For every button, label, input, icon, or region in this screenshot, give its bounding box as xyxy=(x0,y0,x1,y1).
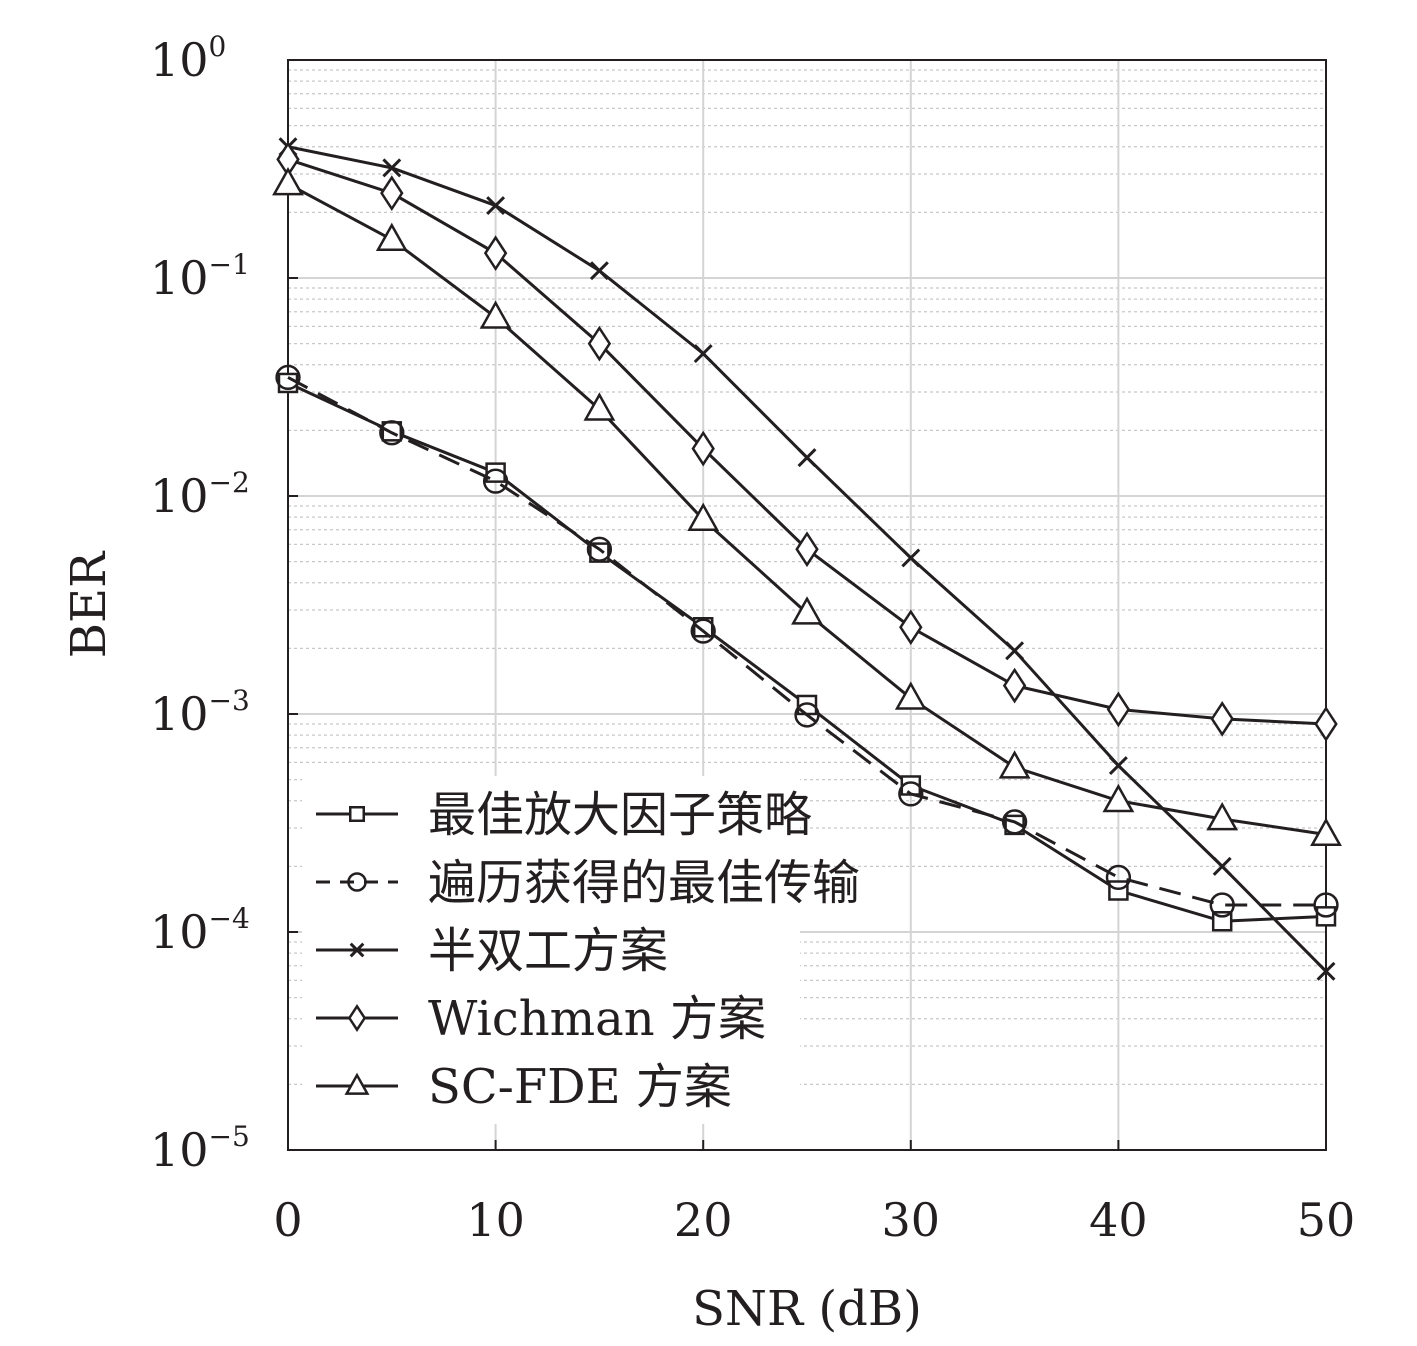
triangle-marker xyxy=(1310,817,1342,846)
legend-label: Wichman 方案 xyxy=(428,991,766,1047)
triangle-marker xyxy=(894,681,927,710)
triangle-marker xyxy=(272,167,304,196)
circle-marker xyxy=(379,420,405,446)
x-marker xyxy=(486,196,506,215)
x-tick-label: 40 xyxy=(1089,1193,1148,1247)
y-tick-label: 10−2 xyxy=(150,466,250,523)
x-marker xyxy=(1005,641,1025,661)
circle-marker xyxy=(482,468,509,494)
diamond-marker xyxy=(1106,691,1131,728)
legend-label: 最佳放大因子策略 xyxy=(428,787,812,843)
triangle-marker xyxy=(791,596,823,625)
legend-item: 半双工方案 xyxy=(316,923,668,979)
diamond-marker xyxy=(1210,700,1234,737)
legend-item: 遍历获得的最佳传输 xyxy=(316,855,860,911)
square-marker xyxy=(349,806,365,822)
diamond-marker xyxy=(1314,706,1338,742)
y-tick-label: 10−5 xyxy=(150,1120,250,1177)
triangle-marker xyxy=(375,222,408,252)
x-marker xyxy=(1212,856,1232,876)
series-4 xyxy=(276,141,1338,742)
x-marker xyxy=(901,548,921,568)
diamond-marker xyxy=(691,430,715,467)
triangle-marker xyxy=(1102,783,1135,813)
series-lines xyxy=(272,137,1342,981)
series-5 xyxy=(272,167,1342,846)
y-axis-label: BER xyxy=(61,550,117,658)
legend-label: 遍历获得的最佳传输 xyxy=(428,855,860,911)
x-tick-label: 0 xyxy=(273,1193,302,1247)
x-tick-label: 10 xyxy=(466,1193,525,1247)
legend-label: SC-FDE 方案 xyxy=(428,1059,732,1115)
triangle-marker xyxy=(479,300,512,329)
series-line xyxy=(287,376,1326,907)
circle-marker xyxy=(1313,892,1339,918)
circle-marker xyxy=(690,618,716,644)
triangle-marker xyxy=(344,1072,370,1095)
x-marker xyxy=(1316,961,1336,981)
triangle-marker xyxy=(583,392,616,421)
y-tick-label: 100 xyxy=(150,30,226,87)
x-tick-label: 20 xyxy=(674,1193,733,1247)
x-marker xyxy=(797,448,817,468)
diamond-marker xyxy=(483,235,508,272)
legend-item: 最佳放大因子策略 xyxy=(316,787,812,843)
x-marker xyxy=(589,261,609,281)
x-axis-ticks: 0 10 20 30 40 50 xyxy=(273,1140,1355,1247)
circle-marker xyxy=(794,702,820,728)
circle-marker xyxy=(1001,809,1028,835)
series-3 xyxy=(278,137,1336,981)
legend-item: Wichman 方案 xyxy=(316,991,766,1047)
legend-item: SC-FDE 方案 xyxy=(316,1059,732,1115)
diamond-marker xyxy=(380,175,404,212)
series-2 xyxy=(275,364,1339,918)
circle-marker xyxy=(1209,892,1235,918)
diamond-marker xyxy=(587,325,612,362)
x-marker xyxy=(382,158,402,178)
y-tick-label: 10−1 xyxy=(150,248,250,305)
diamond-marker xyxy=(1002,667,1027,704)
square-marker xyxy=(1108,880,1129,901)
legend-label: 半双工方案 xyxy=(428,923,668,979)
circle-marker xyxy=(898,781,924,807)
circle-marker xyxy=(347,872,367,892)
circle-marker xyxy=(275,364,301,391)
x-tick-label: 50 xyxy=(1297,1193,1356,1247)
diamond-marker xyxy=(795,531,819,568)
square-marker xyxy=(692,616,714,638)
diamond-marker xyxy=(347,1004,367,1032)
diamond-marker xyxy=(899,609,923,646)
y-axis-ticks: 100 10−1 10−2 10−3 10−4 10−5 xyxy=(150,30,298,1177)
y-tick-label: 10−4 xyxy=(150,902,250,959)
circle-marker xyxy=(586,536,613,562)
circle-marker xyxy=(1105,864,1132,891)
y-tick-label: 10−3 xyxy=(150,684,250,741)
triangle-marker xyxy=(998,750,1031,779)
x-axis-label: SNR (dB) xyxy=(692,1281,922,1337)
triangle-marker xyxy=(1206,802,1239,831)
plot-area-frame xyxy=(287,59,1327,1151)
x-marker xyxy=(349,942,365,958)
x-tick-label: 30 xyxy=(882,1193,941,1247)
x-marker xyxy=(1108,756,1128,776)
triangle-marker xyxy=(687,502,720,531)
x-marker xyxy=(693,344,713,364)
